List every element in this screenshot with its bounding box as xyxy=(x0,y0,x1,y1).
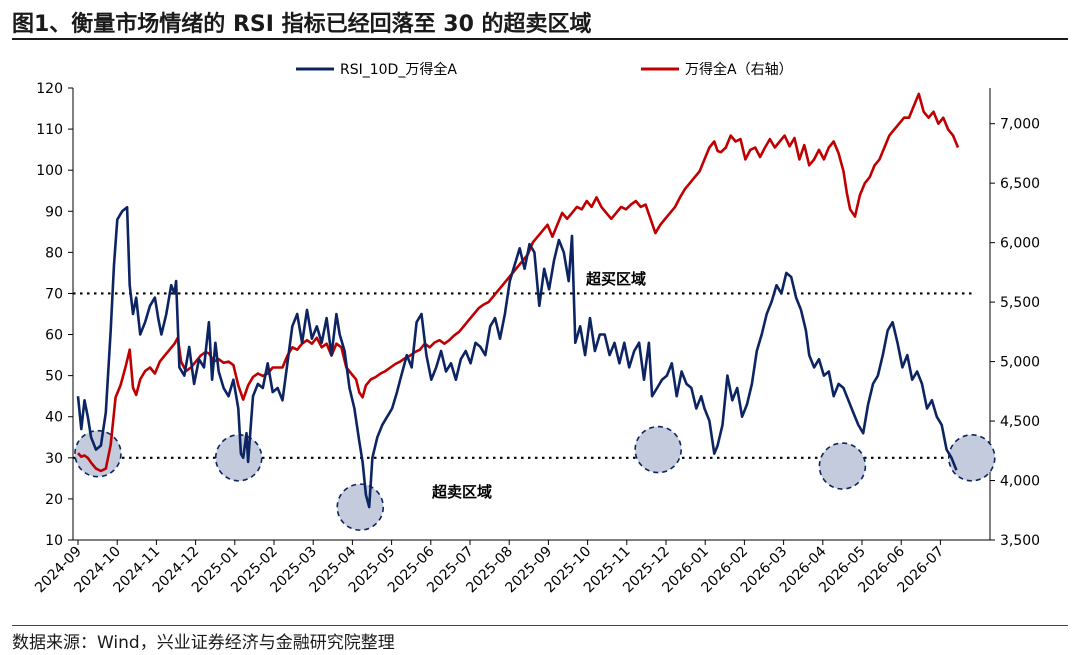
y-right-tick-label: 3,500 xyxy=(1000,533,1040,549)
y-right-tick-label: 5,000 xyxy=(1000,355,1040,371)
y-left-tick-label: 30 xyxy=(45,451,63,467)
y-left-tick-label: 40 xyxy=(45,410,63,426)
y-left-tick-label: 120 xyxy=(36,81,63,97)
y-left-tick-label: 50 xyxy=(45,369,63,385)
y-left-tick-label: 110 xyxy=(36,122,63,138)
y-left-tick-label: 70 xyxy=(45,286,63,302)
y-left-tick-label: 20 xyxy=(45,492,63,508)
overbought-label: 超买区域 xyxy=(585,270,646,288)
oversold-circle xyxy=(214,434,263,482)
chart-axes: 10 20 30 40 50 60 70 80 90 100 110 120 3,500 4,000 4,5… xyxy=(32,81,1040,596)
chart-legend: RSI_10D_万得全A 万得全A（右轴） xyxy=(296,61,793,78)
oversold-circle xyxy=(634,425,682,474)
oversold-circle xyxy=(818,442,867,490)
oversold-label: 超卖区域 xyxy=(431,483,492,501)
oversold-circle xyxy=(336,483,385,531)
reference-lines xyxy=(73,292,972,459)
source-note: 数据来源：Wind，兴业证券经济与金融研究院整理 xyxy=(12,633,395,653)
y-left-tick-label: 80 xyxy=(45,245,63,261)
y-right-tick-label: 4,000 xyxy=(1000,474,1040,490)
source-rule xyxy=(12,625,1068,626)
oversold-markers xyxy=(74,425,996,531)
index-series-line xyxy=(77,92,960,473)
oversold-circle xyxy=(947,434,996,482)
y-left-tick-label: 90 xyxy=(45,204,63,220)
y-left-tick-label: 10 xyxy=(45,533,63,549)
y-right-tick-label: 6,500 xyxy=(1000,176,1040,192)
y-right-tick-label: 7,000 xyxy=(1000,117,1040,133)
oversold-circle xyxy=(74,429,122,478)
legend-label-index: 万得全A（右轴） xyxy=(685,61,793,78)
y-left-tick-label: 60 xyxy=(45,328,63,344)
y-left-tick-label: 100 xyxy=(36,163,63,179)
legend-label-rsi: RSI_10D_万得全A xyxy=(340,61,457,78)
y-right-tick-label: 4,500 xyxy=(1000,414,1040,430)
rsi-series-line xyxy=(76,205,958,509)
title-rule xyxy=(12,38,1068,40)
chart-series xyxy=(76,92,960,509)
y-right-tick-label: 5,500 xyxy=(1000,295,1040,311)
rsi-chart: 10 20 30 40 50 60 70 80 90 100 110 120 3,500 4,000 4,5… xyxy=(32,61,1040,596)
figure-title: 图1、衡量市场情绪的 RSI 指标已经回落至 30 的超卖区域 xyxy=(12,12,592,37)
y-right-tick-label: 6,000 xyxy=(1000,236,1040,252)
